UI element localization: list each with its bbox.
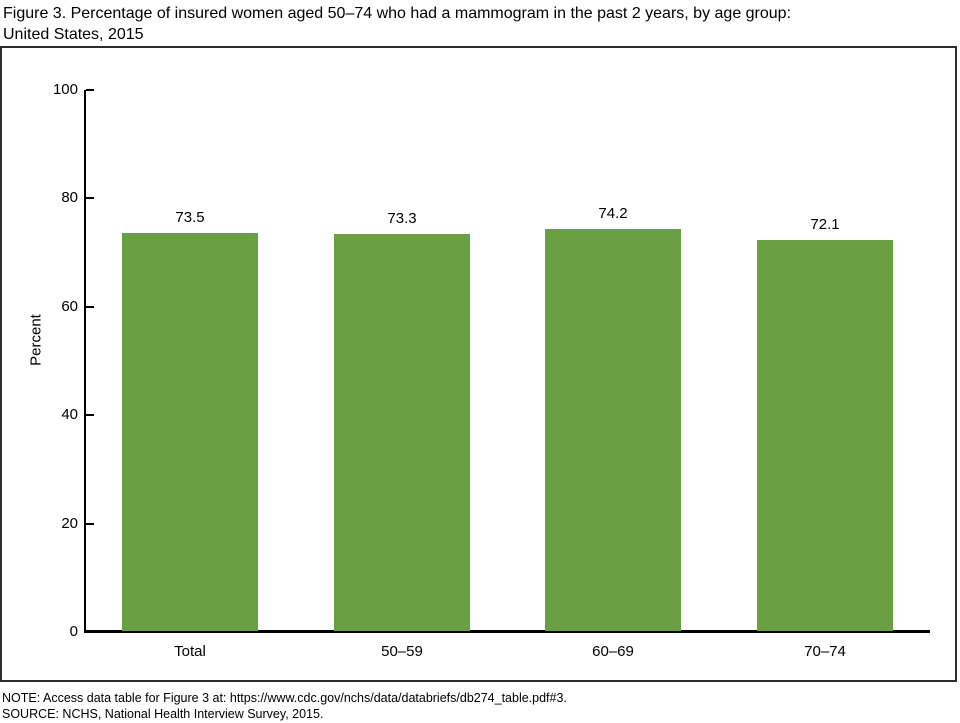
chart-frame (0, 46, 957, 682)
figure-title: Figure 3. Percentage of insured women ag… (3, 3, 953, 45)
figure-title-line1: Figure 3. Percentage of insured women ag… (3, 5, 792, 22)
note-text: NOTE: Access data table for Figure 3 at:… (2, 691, 567, 705)
source-text: SOURCE: NCHS, National Health Interview … (2, 707, 324, 721)
figure-title-line2: United States, 2015 (3, 26, 144, 43)
figure-footer: NOTE: Access data table for Figure 3 at:… (2, 690, 957, 722)
